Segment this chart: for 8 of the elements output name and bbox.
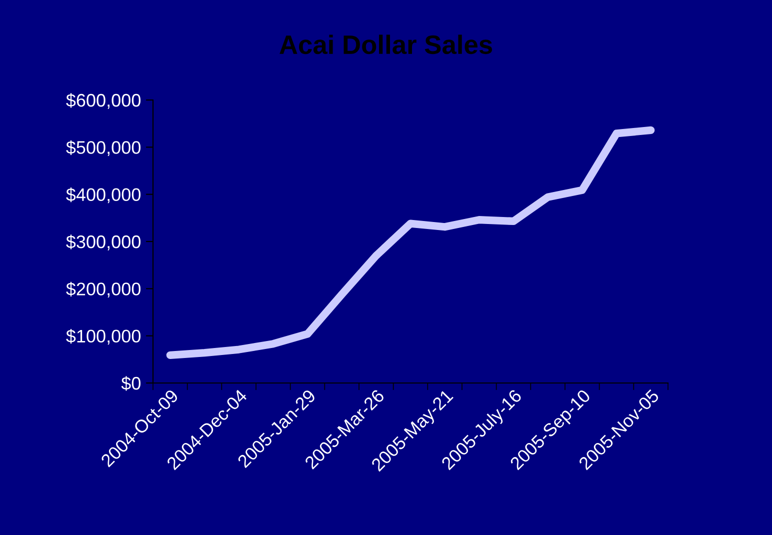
y-tick-label: $500,000 bbox=[66, 140, 140, 156]
chart-title: Acai Dollar Sales bbox=[280, 34, 492, 54]
y-tick-label: $400,000 bbox=[66, 188, 140, 204]
y-tick-label: $100,000 bbox=[66, 329, 140, 345]
y-tick-label: $600,000 bbox=[66, 93, 140, 109]
y-tick-label: $0 bbox=[121, 376, 140, 391]
y-tick-label: $200,000 bbox=[66, 282, 140, 298]
y-tick-label: $300,000 bbox=[66, 234, 140, 250]
